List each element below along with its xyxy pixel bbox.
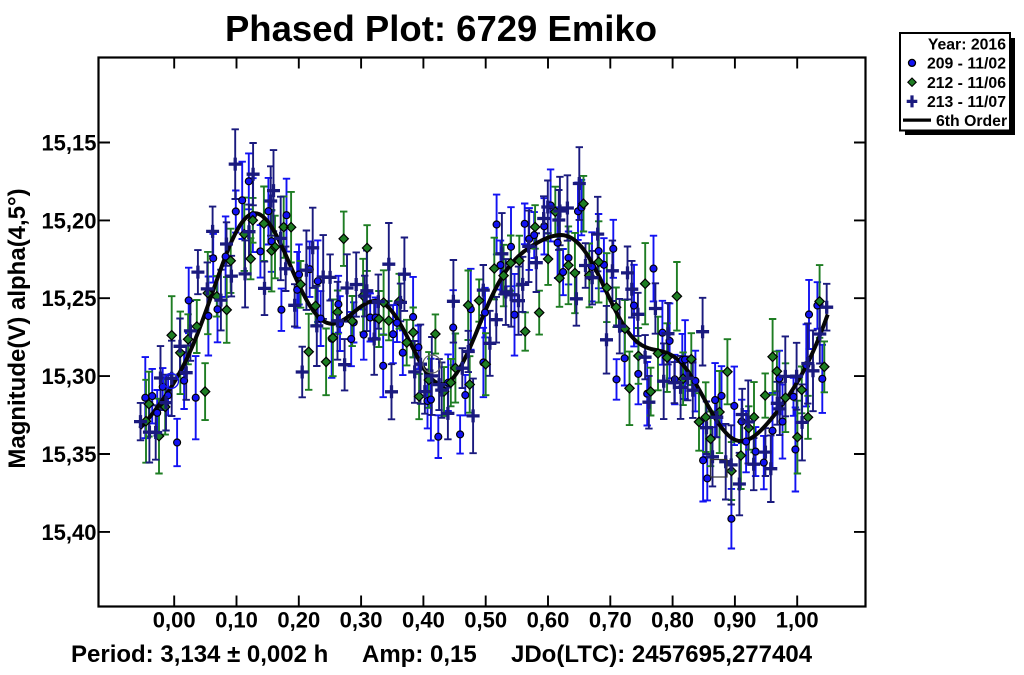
svg-text:0,80: 0,80 — [651, 608, 694, 633]
svg-text:Magnitude(V) alpha(4,5°): Magnitude(V) alpha(4,5°) — [4, 188, 31, 468]
svg-text:0,70: 0,70 — [589, 608, 632, 633]
svg-text:Phased Plot: 6729 Emiko: Phased Plot: 6729 Emiko — [225, 8, 657, 49]
svg-text:15,40: 15,40 — [41, 520, 96, 545]
svg-text:0,10: 0,10 — [215, 608, 258, 633]
svg-text:15,25: 15,25 — [41, 286, 96, 311]
svg-text:15,15: 15,15 — [41, 131, 96, 156]
svg-text:1,00: 1,00 — [776, 608, 819, 633]
svg-text:212 - 11/06: 212 - 11/06 — [927, 75, 1006, 92]
svg-text:0,40: 0,40 — [402, 608, 445, 633]
svg-text:0,30: 0,30 — [340, 608, 383, 633]
svg-text:6th Order: 6th Order — [936, 113, 1007, 130]
svg-text:15,30: 15,30 — [41, 364, 96, 389]
svg-text:Year: 2016: Year: 2016 — [928, 36, 1006, 53]
svg-text:15,20: 15,20 — [41, 208, 96, 233]
svg-text:0,60: 0,60 — [527, 608, 570, 633]
svg-text:0,20: 0,20 — [277, 608, 320, 633]
svg-text:0,00: 0,00 — [153, 608, 196, 633]
svg-text:Amp: 0,15: Amp: 0,15 — [362, 641, 477, 668]
svg-text:209 - 11/02: 209 - 11/02 — [927, 56, 1006, 73]
svg-text:0,90: 0,90 — [713, 608, 756, 633]
svg-text:0,50: 0,50 — [464, 608, 507, 633]
svg-text:213 - 11/07: 213 - 11/07 — [927, 94, 1006, 111]
svg-text:15,35: 15,35 — [41, 442, 96, 467]
svg-text:JDo(LTC): 2457695,277404: JDo(LTC): 2457695,277404 — [511, 641, 813, 668]
svg-text:Period: 3,134 ± 0,002 h: Period: 3,134 ± 0,002 h — [71, 641, 328, 668]
